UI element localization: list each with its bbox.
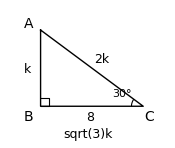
Text: C: C <box>144 110 154 124</box>
Text: B: B <box>24 110 34 124</box>
Text: sqrt(3)k: sqrt(3)k <box>63 128 112 141</box>
Text: 2k: 2k <box>95 53 110 66</box>
Text: k: k <box>24 63 31 76</box>
Text: A: A <box>24 17 34 31</box>
Text: 8: 8 <box>86 111 95 124</box>
Text: 30°: 30° <box>112 89 132 99</box>
